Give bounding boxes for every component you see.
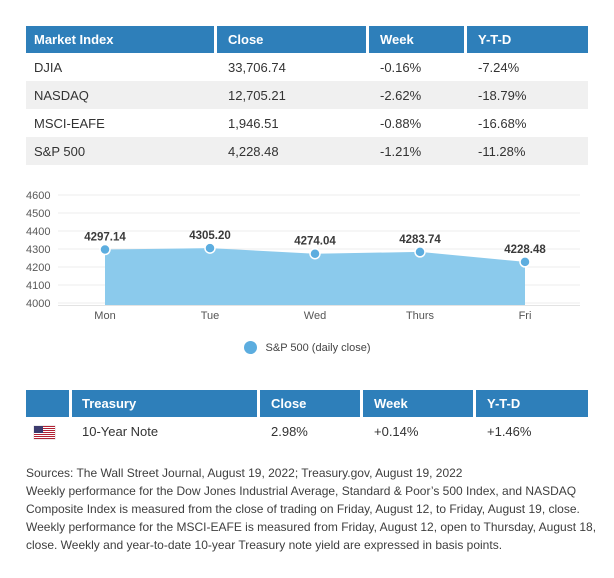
y-axis-label: 4100 xyxy=(26,280,50,292)
table-cell: DJIA xyxy=(34,59,63,75)
footnote-line: Weekly performance for the Dow Jones Ind… xyxy=(26,484,577,498)
chart-legend: S&P 500 (daily close) xyxy=(0,341,614,354)
x-axis-label: Wed xyxy=(304,310,326,322)
data-point-marker xyxy=(414,246,426,258)
footnote-line: Composite Index is measured from the clo… xyxy=(26,502,580,516)
data-point-label: 4283.74 xyxy=(399,234,441,246)
area-series xyxy=(105,248,525,305)
footnote-line: Weekly performance for the MSCI-EAFE is … xyxy=(26,520,597,534)
treasury-table-header-blank xyxy=(26,390,72,417)
market-table-header-ytd: Y-T-D xyxy=(467,26,588,53)
table-cell: 33,706.74 xyxy=(228,59,286,75)
x-axis-label: Mon xyxy=(94,310,115,322)
treasury-week: +0.14% xyxy=(374,423,419,439)
y-axis-label: 4300 xyxy=(26,244,50,256)
table-cell: S&P 500 xyxy=(26,137,217,165)
y-axis-label: 4200 xyxy=(26,262,50,274)
footnote-line: close. Weekly and year-to-date 10-year T… xyxy=(26,538,503,552)
x-axis-label: Thurs xyxy=(406,310,435,322)
table-cell: 1,946.51 xyxy=(228,115,279,131)
table-row: DJIA 33,706.74 -0.16% -7.24% xyxy=(26,53,588,81)
market-table-header-index: Market Index xyxy=(26,26,217,53)
treasury-table-header-treasury: Treasury xyxy=(72,390,260,417)
treasury-table-header-week: Week xyxy=(363,390,476,417)
market-table-header-week: Week xyxy=(369,26,467,53)
table-cell: -0.88% xyxy=(380,115,422,131)
table-row: NASDAQ 12,705.21 -2.62% -18.79% xyxy=(26,81,588,109)
sp500-area-chart: 4600 4500 4400 4300 4200 4100 4000 4297.14 4305.… xyxy=(26,190,580,322)
table-cell: 4,228.48 xyxy=(217,137,369,165)
treasury-table-header-close: Close xyxy=(260,390,363,417)
y-axis-label: 4400 xyxy=(26,226,50,238)
footnote-line: Sources: The Wall Street Journal, August… xyxy=(26,466,463,480)
treasury-table-header-row: Treasury Close Week Y-T-D xyxy=(26,390,588,417)
data-point-label: 4274.04 xyxy=(294,236,336,248)
x-axis-label: Fri xyxy=(519,310,532,322)
table-cell: -7.24% xyxy=(478,59,520,75)
data-point-marker xyxy=(519,256,531,268)
legend-label: S&P 500 (daily close) xyxy=(265,341,371,354)
table-cell: -1.21% xyxy=(369,137,467,165)
table-cell: -11.28% xyxy=(467,137,588,165)
footnotes: Sources: The Wall Street Journal, August… xyxy=(26,464,596,554)
treasury-ytd: +1.46% xyxy=(487,423,532,439)
table-cell: -16.68% xyxy=(478,115,527,131)
market-table-header-row: Market Index Close Week Y-T-D xyxy=(26,26,588,53)
table-cell: MSCI-EAFE xyxy=(34,115,105,131)
y-axis-label: 4000 xyxy=(26,298,50,310)
data-point-marker xyxy=(99,243,111,256)
market-table-header-close: Close xyxy=(217,26,369,53)
table-row: S&P 500 4,228.48 -1.21% -11.28% xyxy=(26,137,588,165)
table-cell: -18.79% xyxy=(467,81,588,109)
treasury-table: Treasury Close Week Y-T-D 10-Year Note 2… xyxy=(26,390,588,445)
treasury-name: 10-Year Note xyxy=(82,423,159,439)
market-index-table: Market Index Close Week Y-T-D DJIA 33,706… xyxy=(26,26,588,165)
data-point-label: 4297.14 xyxy=(84,232,126,244)
treasury-close: 2.98% xyxy=(271,423,308,439)
y-axis-label: 4600 xyxy=(26,190,50,202)
data-point-label: 4305.20 xyxy=(189,230,231,242)
legend-marker-icon xyxy=(243,341,257,354)
data-point-marker xyxy=(309,247,321,260)
treasury-flag-cell xyxy=(26,417,72,445)
treasury-table-header-ytd: Y-T-D xyxy=(476,390,588,417)
treasury-row: 10-Year Note 2.98% +0.14% +1.46% xyxy=(26,417,588,445)
table-cell: 12,705.21 xyxy=(217,81,369,109)
table-cell: NASDAQ xyxy=(26,81,217,109)
data-point-label: 4228.48 xyxy=(504,244,546,256)
table-cell: -0.16% xyxy=(380,59,422,75)
table-cell: -2.62% xyxy=(369,81,467,109)
data-point-marker xyxy=(204,242,216,254)
us-flag-icon xyxy=(34,425,55,439)
y-axis-label: 4500 xyxy=(26,208,50,220)
table-row: MSCI-EAFE 1,946.51 -0.88% -16.68% xyxy=(26,109,588,137)
x-axis-label: Tue xyxy=(201,310,220,322)
